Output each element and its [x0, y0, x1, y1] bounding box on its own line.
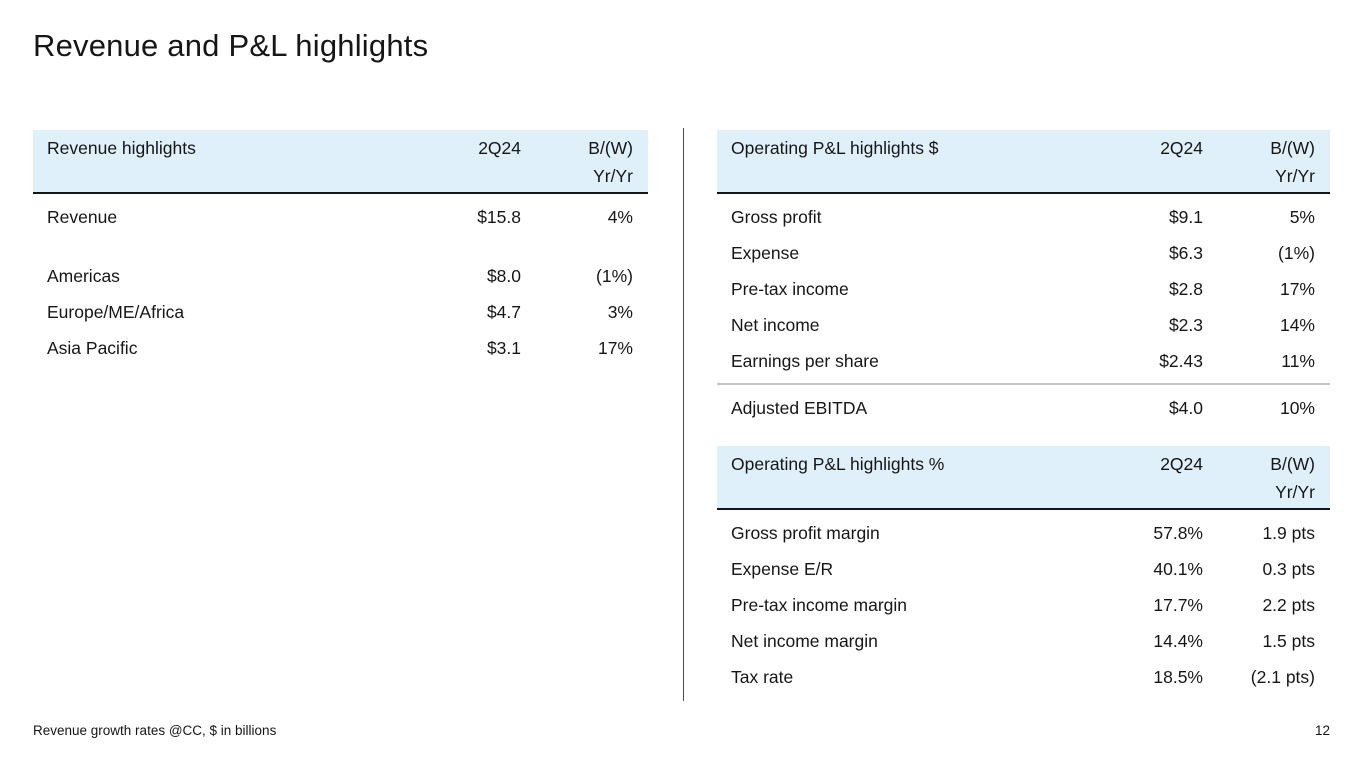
row-label: Expense [731, 242, 800, 263]
table-row: Net income margin 14.4% 1.5 pts [717, 623, 1330, 659]
page-number: 12 [1314, 723, 1330, 738]
row-value: $3.1 [486, 337, 521, 358]
column-header-change-line1: B/(W) [588, 138, 633, 158]
row-value: $9.1 [1168, 206, 1203, 227]
row-label: Adjusted EBITDA [731, 397, 868, 418]
row-label: Pre-tax income margin [731, 594, 908, 615]
column-header-change: B/(W) Yr/Yr [1203, 134, 1315, 190]
row-change: 10% [1279, 397, 1315, 418]
table-row: Adjusted EBITDA $4.0 10% [717, 390, 1330, 426]
row-label: Expense E/R [731, 558, 834, 579]
row-change: (1%) [596, 265, 633, 286]
row-value: $4.7 [486, 301, 521, 322]
footnote: Revenue growth rates @CC, $ in billions [33, 723, 277, 738]
row-value: $15.8 [477, 206, 521, 227]
row-change: 17% [597, 337, 633, 358]
row-change: 2.2 pts [1262, 594, 1315, 615]
table-row: Tax rate 18.5% (2.1 pts) [717, 659, 1330, 695]
row-label: Tax rate [731, 666, 794, 687]
column-header-change-line1: B/(W) [1270, 138, 1315, 158]
row-label: Asia Pacific [47, 337, 138, 358]
column-header-change: B/(W) Yr/Yr [521, 134, 633, 190]
row-label: Earnings per share [731, 350, 879, 371]
table-row: Americas $8.0 (1%) [33, 258, 648, 294]
row-change: 0.3 pts [1262, 558, 1315, 579]
table-row: Net income $2.3 14% [717, 307, 1330, 343]
table-row: Gross profit $9.1 5% [717, 199, 1330, 235]
row-change: 5% [1289, 206, 1315, 227]
row-value: $6.3 [1168, 242, 1203, 263]
row-change: 17% [1279, 278, 1315, 299]
row-value: $2.8 [1168, 278, 1203, 299]
pnl-dollar-table-body: Gross profit $9.1 5% Expense $6.3 (1%) P… [717, 194, 1330, 379]
row-label: Europe/ME/Africa [47, 301, 185, 322]
pnl-percent-table-title: Operating P&L highlights % [731, 454, 945, 474]
column-header-period: 2Q24 [1160, 454, 1203, 474]
revenue-table-body: Revenue $15.8 4% Americas $8.0 (1%) Euro… [33, 194, 648, 366]
row-change: 4% [607, 206, 633, 227]
column-header-period: 2Q24 [478, 138, 521, 158]
pnl-percent-table-header: Operating P&L highlights % 2Q24 B/(W) Yr… [717, 446, 1330, 510]
revenue-highlights-table: Revenue highlights 2Q24 B/(W) Yr/Yr Reve… [33, 130, 648, 366]
table-row: Revenue $15.8 4% [33, 199, 648, 235]
table-row: Europe/ME/Africa $4.7 3% [33, 294, 648, 330]
row-change: 11% [1281, 350, 1315, 371]
column-header-change-line1: B/(W) [1270, 454, 1315, 474]
pnl-dollar-table-header: Operating P&L highlights $ 2Q24 B/(W) Yr… [717, 130, 1330, 194]
row-change: 14% [1279, 314, 1315, 335]
row-change: (2.1 pts) [1250, 666, 1315, 687]
row-value: 14.4% [1153, 630, 1203, 651]
column-header-change: B/(W) Yr/Yr [1203, 450, 1315, 506]
row-value: 17.7% [1153, 594, 1203, 615]
table-row: Gross profit margin 57.8% 1.9 pts [717, 515, 1330, 551]
row-change: 3% [607, 301, 633, 322]
row-label: Net income [731, 314, 820, 335]
row-value: $2.3 [1168, 314, 1203, 335]
row-label: Net income margin [731, 630, 878, 651]
row-change: (1%) [1278, 242, 1315, 263]
row-value: 18.5% [1153, 666, 1203, 687]
table-row: Earnings per share $2.43 11% [717, 343, 1330, 379]
table-row: Pre-tax income $2.8 17% [717, 271, 1330, 307]
row-value: 40.1% [1153, 558, 1203, 579]
column-header-change-line2: Yr/Yr [1275, 482, 1315, 502]
pnl-column: Operating P&L highlights $ 2Q24 B/(W) Yr… [717, 130, 1330, 695]
row-label: Revenue [47, 206, 118, 227]
column-header-change-line2: Yr/Yr [1275, 166, 1315, 186]
revenue-table-title: Revenue highlights [47, 138, 196, 158]
table-row: Pre-tax income margin 17.7% 2.2 pts [717, 587, 1330, 623]
row-value: $4.0 [1168, 397, 1203, 418]
row-label: Pre-tax income [731, 278, 849, 299]
vertical-divider [683, 128, 684, 701]
column-header-period: 2Q24 [1160, 138, 1203, 158]
table-row: Asia Pacific $3.1 17% [33, 330, 648, 366]
row-label: Americas [47, 265, 120, 286]
page-title: Revenue and P&L highlights [33, 28, 429, 63]
row-value: $8.0 [486, 265, 521, 286]
horizontal-separator [717, 383, 1330, 385]
revenue-table-header: Revenue highlights 2Q24 B/(W) Yr/Yr [33, 130, 648, 194]
row-label: Gross profit margin [731, 522, 880, 543]
pnl-percent-table-body: Gross profit margin 57.8% 1.9 pts Expens… [717, 510, 1330, 695]
row-change: 1.9 pts [1262, 522, 1315, 543]
table-row: Expense $6.3 (1%) [717, 235, 1330, 271]
row-label: Gross profit [731, 206, 822, 227]
row-spacer [33, 235, 648, 258]
column-header-change-line2: Yr/Yr [593, 166, 633, 186]
pnl-dollar-table-title: Operating P&L highlights $ [731, 138, 939, 158]
table-row: Expense E/R 40.1% 0.3 pts [717, 551, 1330, 587]
row-change: 1.5 pts [1262, 630, 1315, 651]
row-value: $2.43 [1159, 350, 1203, 371]
row-value: 57.8% [1153, 522, 1203, 543]
